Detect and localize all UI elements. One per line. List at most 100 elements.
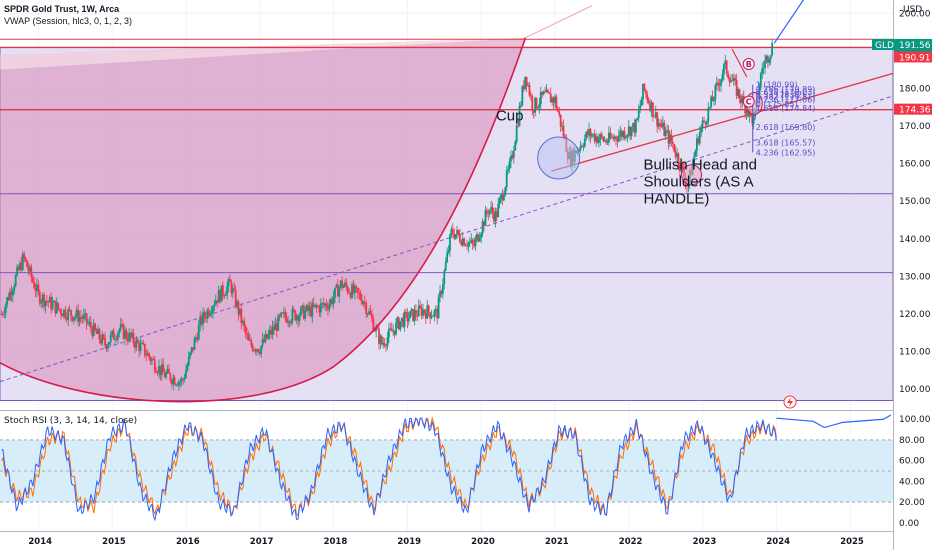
candle-body (647, 100, 650, 104)
candle-body (427, 305, 430, 313)
candle-body (271, 326, 274, 335)
candle-body (627, 126, 630, 135)
candle-body (693, 156, 695, 163)
candle-body (141, 342, 143, 344)
candle-body (176, 384, 179, 386)
candle-body (447, 250, 450, 253)
candle-body (497, 204, 500, 218)
candle-body (92, 323, 95, 336)
candle-body (669, 134, 671, 144)
candle-body (599, 134, 602, 140)
candle-body (19, 262, 21, 270)
candle-body (258, 352, 261, 354)
candle-body (596, 136, 599, 143)
candle-body (17, 266, 20, 270)
time-tick-label: 2024 (766, 537, 790, 547)
candle-body (10, 291, 13, 296)
candle-body (667, 130, 670, 144)
candle-body (206, 310, 209, 319)
time-axis[interactable]: 2014 2015 2016 2017 2018 2019 2020 2021 2022 2023… (28, 537, 864, 547)
candle-body (268, 330, 271, 335)
candle-body (500, 194, 502, 199)
candle-body (460, 241, 463, 246)
candle-body (652, 102, 654, 117)
annotation-line: Bullish Head and (644, 156, 757, 173)
candle-body (281, 312, 284, 314)
candle-body (762, 67, 765, 69)
lightning-icon[interactable] (783, 395, 797, 409)
candle-body (175, 384, 177, 386)
candle-body (67, 309, 70, 320)
candle-body (75, 309, 78, 317)
candle-body (33, 281, 36, 289)
candle-body (277, 315, 280, 331)
candle-body (119, 324, 122, 330)
candle-body (70, 310, 72, 316)
support-tag (894, 103, 932, 115)
candle-body (521, 86, 524, 105)
candle-body (390, 328, 393, 332)
candle-body (484, 210, 487, 226)
candle-body (582, 146, 585, 148)
fib-level-label: 3.618 (165.57) (756, 139, 816, 148)
candle-body (423, 309, 426, 313)
fib-level-label: 1.618 (174.84) (756, 104, 816, 113)
candle-body (97, 329, 99, 334)
candle-body (590, 135, 593, 137)
candle-body (741, 96, 744, 104)
candle-body (715, 82, 718, 86)
head-shoulders-annotation: Bullish Head and Shoulders (AS A HANDLE) (644, 156, 757, 207)
candle-body (298, 315, 301, 322)
stoch-tick-label: 60.00 (899, 457, 925, 467)
candle-body (612, 137, 615, 139)
price-axis[interactable]: 100.00 110.00 120.00 130.00 140.00 150.00 160.… (899, 9, 931, 395)
candle-body (466, 245, 468, 247)
candle-body (26, 260, 28, 268)
candle-body (318, 306, 321, 313)
time-tick-label: 2014 (28, 537, 52, 547)
candle-body (703, 120, 705, 122)
candle-body (23, 254, 26, 258)
fib-level-label: 2.618 (169.80) (756, 123, 816, 132)
candle-body (6, 297, 9, 305)
candle-body (132, 332, 135, 344)
candle-body (274, 323, 277, 331)
candle-body (578, 149, 581, 151)
candle-body (758, 87, 761, 100)
candle-body (54, 300, 57, 314)
candle-body (356, 288, 359, 293)
candle-body (256, 349, 258, 352)
candle-body (304, 310, 307, 319)
candle-body (121, 324, 124, 326)
time-tick-label: 2023 (693, 537, 717, 547)
stoch-rsi-title: Stoch RSI (3, 3, 14, 14, close) (4, 416, 137, 426)
candle-body (529, 95, 532, 97)
candle-body (300, 307, 302, 316)
candle-body (11, 290, 14, 296)
candle-body (441, 284, 444, 294)
candle-body (383, 343, 386, 346)
stoch-rsi-axis[interactable]: 0.00 20.00 40.00 60.00 80.00 100.00 (899, 415, 931, 529)
candle-body (392, 330, 395, 332)
fib-level-label: 1 (180.99) (756, 81, 798, 90)
candle-body (193, 338, 196, 350)
candle-body (439, 291, 441, 298)
candle-body (633, 122, 636, 133)
candle-body (581, 145, 583, 147)
candle-body (53, 300, 55, 303)
stoch-projection-line (776, 414, 892, 429)
candle-body (89, 322, 92, 329)
candle-body (558, 111, 561, 115)
candle-body (646, 93, 649, 101)
candle-body (248, 340, 251, 341)
candle-body (376, 327, 379, 329)
candle-body (766, 55, 769, 63)
candle-body (234, 289, 237, 307)
candle-body (200, 316, 203, 325)
candle-body (619, 131, 622, 136)
candle-body (31, 277, 34, 282)
candle-body (362, 301, 365, 305)
candle-body (598, 139, 600, 143)
candle-body (345, 282, 348, 287)
